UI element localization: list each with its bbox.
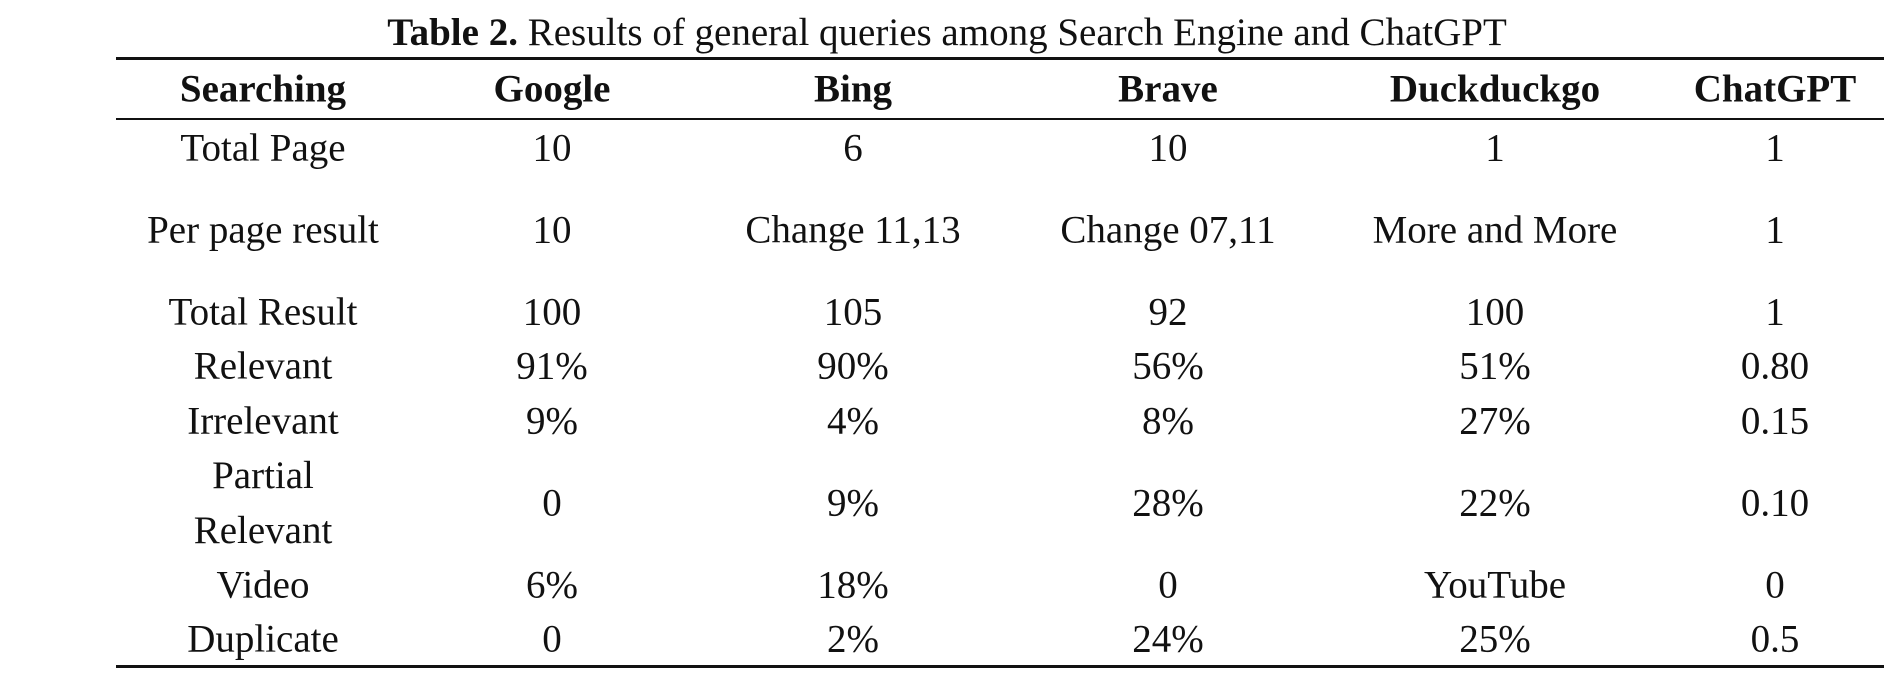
table-cell: 1 bbox=[1765, 290, 1785, 334]
table-cell: 0 bbox=[542, 617, 562, 661]
table-cell: 6% bbox=[526, 563, 578, 607]
table-cell: 2% bbox=[827, 617, 879, 661]
top-rule bbox=[116, 57, 1884, 60]
header-cell: ChatGPT bbox=[1693, 67, 1857, 111]
table-cell: 0 bbox=[1158, 563, 1178, 607]
row-label: Video bbox=[216, 563, 310, 607]
row-label: Total Result bbox=[168, 290, 358, 334]
table-cell: 0.80 bbox=[1740, 344, 1810, 388]
header-rule bbox=[116, 118, 1884, 120]
table-cell: Change 07,11 bbox=[1060, 208, 1276, 252]
table-cell: 51% bbox=[1459, 344, 1531, 388]
table-caption: Table 2. Results of general queries amon… bbox=[0, 8, 1894, 58]
table-cell: 0 bbox=[542, 481, 562, 525]
table-cell: 0.5 bbox=[1750, 617, 1800, 661]
row-label: Relevant bbox=[193, 344, 333, 388]
table-cell: 91% bbox=[516, 344, 588, 388]
row-label: Per page result bbox=[147, 208, 379, 252]
table-cell: 18% bbox=[817, 563, 889, 607]
table-cell: 0.10 bbox=[1740, 481, 1810, 525]
row-label: Partial Relevant bbox=[193, 454, 333, 552]
header-cell: Searching bbox=[179, 67, 347, 111]
table-cell: 10 bbox=[532, 208, 572, 252]
table-cell: 10 bbox=[1148, 126, 1188, 170]
header-cell: Bing bbox=[813, 67, 893, 111]
table-cell: YouTube bbox=[1423, 563, 1567, 607]
table-cell: 9% bbox=[526, 399, 578, 443]
table-cell: 28% bbox=[1132, 481, 1204, 525]
table-cell: 1 bbox=[1765, 126, 1785, 170]
caption-text: Results of general queries among Search … bbox=[527, 11, 1507, 54]
table-cell: 105 bbox=[823, 290, 883, 334]
table-cell: 24% bbox=[1132, 617, 1204, 661]
table-cell: Change 11,13 bbox=[745, 208, 961, 252]
table-cell: 0 bbox=[1765, 563, 1785, 607]
header-cell: Brave bbox=[1118, 67, 1218, 111]
table-cell: 9% bbox=[827, 481, 879, 525]
bottom-rule bbox=[116, 665, 1884, 668]
header-cell: Duckduckgo bbox=[1389, 67, 1601, 111]
caption-label: Table 2. bbox=[387, 11, 518, 54]
table-cell: 10 bbox=[532, 126, 572, 170]
table-cell: 22% bbox=[1459, 481, 1531, 525]
table-cell: 1 bbox=[1765, 208, 1785, 252]
table-cell: 100 bbox=[1465, 290, 1525, 334]
header-cell: Google bbox=[493, 67, 611, 111]
table-cell: 100 bbox=[522, 290, 582, 334]
table-cell: 4% bbox=[827, 399, 879, 443]
table-cell: 56% bbox=[1132, 344, 1204, 388]
row-label: Irrelevant bbox=[187, 399, 339, 443]
table-cell: 6 bbox=[843, 126, 863, 170]
row-label: Duplicate bbox=[187, 617, 339, 661]
table-cell: 90% bbox=[817, 344, 889, 388]
table-cell: 25% bbox=[1459, 617, 1531, 661]
table-cell: 92 bbox=[1148, 290, 1188, 334]
table-cell: 1 bbox=[1485, 126, 1505, 170]
table-cell: 8% bbox=[1142, 399, 1194, 443]
table-cell: 27% bbox=[1459, 399, 1531, 443]
row-label: Total Page bbox=[180, 126, 346, 170]
table-cell: 0.15 bbox=[1740, 399, 1810, 443]
table-cell: More and More bbox=[1372, 208, 1618, 252]
